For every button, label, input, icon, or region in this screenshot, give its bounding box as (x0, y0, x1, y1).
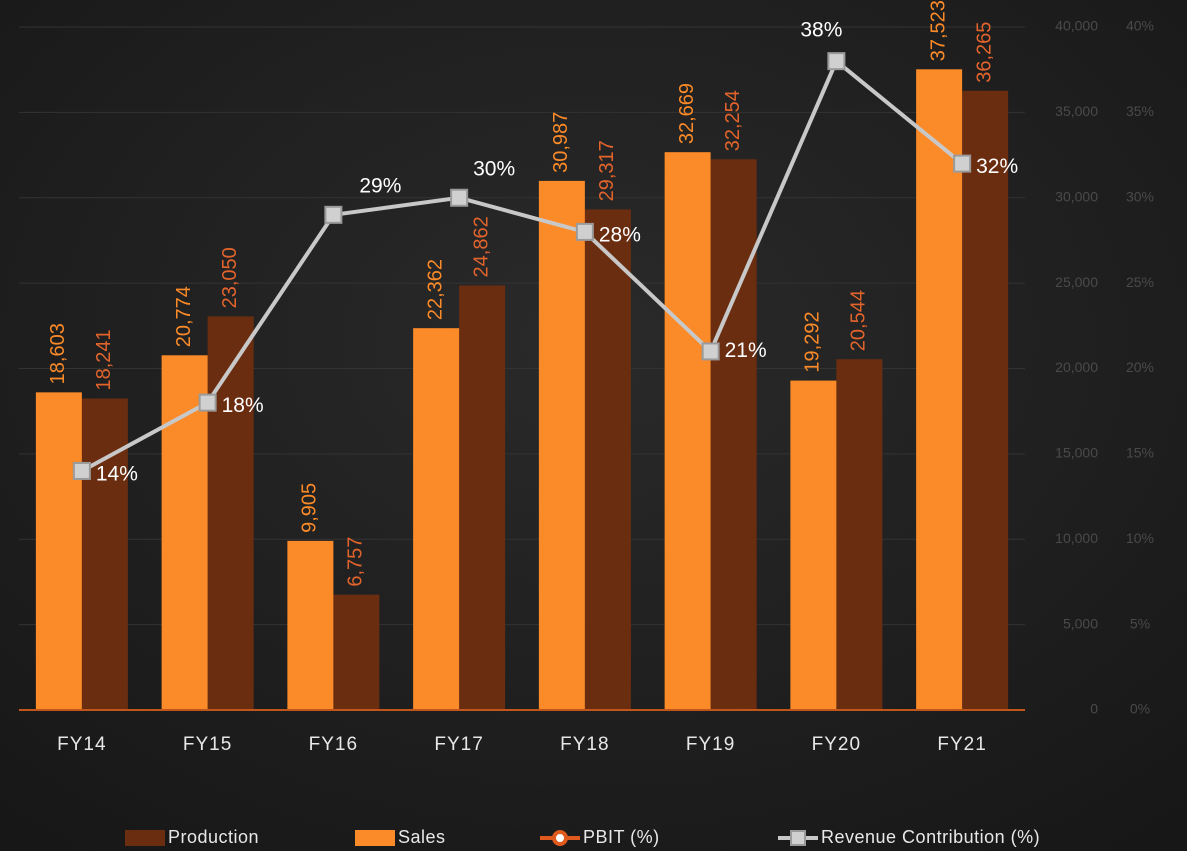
bar (584, 209, 631, 710)
data-label: 29% (359, 174, 401, 197)
data-label: 36,265 (973, 22, 995, 83)
line (80, 57, 964, 473)
y2-tick-label: 35% (1126, 103, 1154, 119)
y-tick-label: 10,000 (1055, 530, 1098, 546)
marker (827, 52, 846, 71)
bar (710, 159, 757, 711)
bar (333, 594, 380, 710)
bar (459, 285, 506, 710)
y2-tick-label: 20% (1126, 359, 1154, 375)
bar (790, 380, 837, 710)
data-label: 32,254 (722, 90, 744, 151)
bar (538, 180, 585, 710)
y2-tick-label: 25% (1126, 274, 1154, 290)
data-label: 38% (800, 19, 842, 42)
legend-swatch (125, 830, 165, 846)
x-tick-label: FY15 (183, 734, 232, 755)
x-tick-label: FY17 (434, 734, 483, 755)
data-label: 29,317 (596, 140, 618, 201)
y-tick-label: 20,000 (1055, 359, 1098, 375)
data-label: 22,362 (424, 259, 446, 320)
bar (207, 316, 254, 710)
y2-tick-label: 10% (1126, 530, 1154, 546)
data-label: 21% (725, 339, 767, 362)
y-tick-label: 40,000 (1055, 18, 1098, 34)
data-label: 30% (473, 157, 515, 180)
y-tick-label: 35,000 (1055, 103, 1098, 119)
data-label: 20,774 (173, 286, 195, 347)
data-label: 18,241 (93, 329, 115, 390)
y2-tick-label: 15% (1126, 445, 1154, 461)
data-label: 30,987 (550, 112, 572, 173)
marker (198, 393, 217, 412)
x-tick-label: FY20 (812, 734, 861, 755)
x-tick-label: FY14 (57, 734, 106, 755)
marker (575, 222, 594, 241)
data-label: 19,292 (802, 311, 824, 372)
data-label: 18% (222, 394, 264, 417)
x-tick-label: FY18 (560, 734, 609, 755)
marker (450, 188, 469, 207)
legend-marker (552, 830, 568, 846)
bar (81, 398, 128, 710)
marker (324, 205, 343, 224)
x-tick-label: FY21 (937, 734, 986, 755)
bar (413, 328, 460, 710)
data-label: 37,523 (927, 0, 949, 61)
legend-swatch (355, 830, 395, 846)
y-tick-label: 5,000 (1063, 615, 1098, 631)
legend-marker (790, 830, 806, 846)
y2-tick-label: 40% (1126, 18, 1154, 34)
data-label: 23,050 (219, 247, 241, 308)
data-label: 32,669 (676, 83, 698, 144)
data-label: 18,603 (47, 323, 69, 384)
legend-label: Sales (398, 827, 446, 847)
legend-label: Production (168, 827, 259, 847)
bar (916, 69, 963, 710)
bar (664, 152, 711, 710)
y-tick-label: 30,000 (1055, 188, 1098, 204)
bar (35, 392, 82, 710)
marker (953, 154, 972, 173)
legend-label: Revenue Contribution (%) (821, 827, 1040, 847)
x-tick-label: FY19 (686, 734, 735, 755)
data-label: 14% (96, 462, 138, 485)
y2-tick-label: 0% (1130, 701, 1150, 717)
marker (701, 342, 720, 361)
data-label: 32% (976, 155, 1018, 178)
data-label: 24,862 (470, 216, 492, 277)
bar (962, 90, 1009, 710)
bar (287, 540, 334, 710)
y2-tick-label: 5% (1130, 615, 1150, 631)
y-tick-label: 25,000 (1055, 274, 1098, 290)
y2-tick-label: 30% (1126, 188, 1154, 204)
data-label: 28% (599, 223, 641, 246)
data-label: 20,544 (848, 290, 870, 351)
y-tick-label: 0 (1090, 701, 1098, 717)
bar (836, 359, 883, 710)
x-tick-label: FY16 (309, 734, 358, 755)
marker (72, 461, 91, 480)
y-tick-label: 15,000 (1055, 445, 1098, 461)
data-label: 9,905 (299, 483, 321, 533)
data-label: 6,757 (345, 537, 367, 587)
legend-label: PBIT (%) (583, 827, 660, 847)
